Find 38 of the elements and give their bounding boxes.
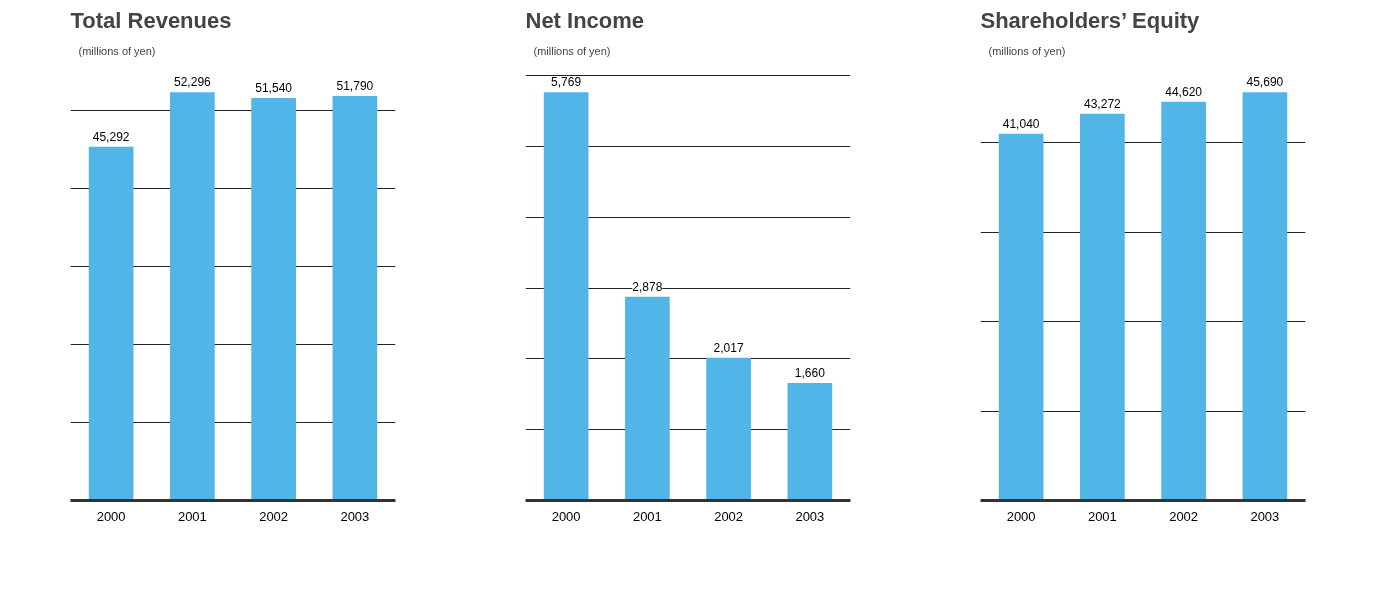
data-label: 51,790 (336, 79, 374, 94)
data-label: 45,292 (92, 129, 130, 144)
x-tick-label: 2003 (795, 508, 825, 524)
y-axis-title: (millions of yen) (533, 44, 611, 57)
x-tick-label: 2002 (259, 508, 289, 524)
data-label: 5,769 (551, 75, 582, 90)
x-tick-label: 2002 (714, 508, 744, 524)
data-label: 44,620 (1165, 84, 1203, 99)
bar (625, 296, 670, 501)
data-label: 2,878 (632, 279, 663, 294)
y-axis-title: (millions of yen) (78, 44, 156, 57)
x-tick-label: 2000 (1006, 508, 1036, 524)
data-label: 52,296 (174, 75, 212, 90)
x-tick-label: 2003 (1250, 508, 1280, 524)
x-tick-label: 2000 (551, 508, 581, 524)
data-label: 43,272 (1084, 96, 1122, 111)
chart-title: Net Income (525, 7, 645, 33)
x-tick-label: 2000 (96, 508, 126, 524)
data-label: 2,017 (713, 340, 744, 355)
data-label: 45,690 (1246, 75, 1284, 90)
y-axis-title: (millions of yen) (988, 44, 1066, 57)
data-label: 51,540 (255, 81, 293, 96)
x-tick-label: 2001 (632, 508, 662, 524)
x-tick-label: 2001 (177, 508, 207, 524)
data-label: 41,040 (1002, 116, 1040, 131)
bar (543, 92, 589, 501)
x-tick-label: 2003 (340, 508, 370, 524)
data-label: 1,660 (794, 365, 826, 380)
chart-title: Total Revenues (70, 7, 232, 33)
x-tick-label: 2002 (1169, 508, 1199, 524)
bar (706, 357, 751, 501)
bar (998, 133, 1044, 501)
bar (1161, 101, 1206, 501)
bar (1080, 113, 1125, 501)
bar (1242, 92, 1288, 501)
x-tick-label: 2001 (1087, 508, 1117, 524)
chart-title: Shareholders’ Equity (980, 7, 1201, 33)
bar (787, 382, 833, 501)
